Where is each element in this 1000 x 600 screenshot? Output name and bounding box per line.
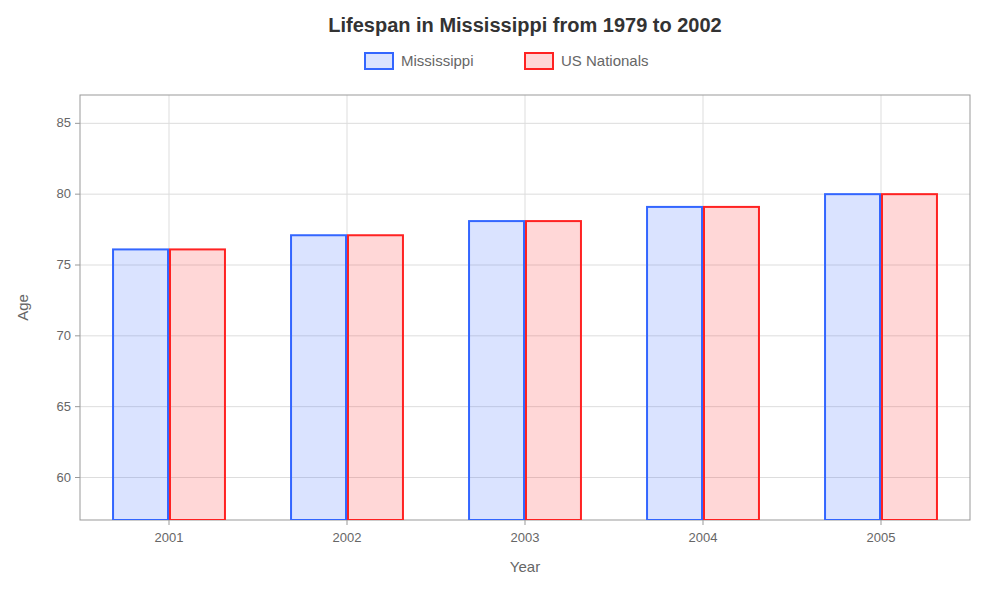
x-tick-label: 2002: [333, 530, 362, 545]
x-tick-label: 2004: [689, 530, 718, 545]
y-tick-label: 60: [57, 470, 71, 485]
plot-frame: [80, 95, 970, 520]
bar: [647, 207, 702, 520]
x-axis-label: Year: [510, 558, 540, 575]
x-tick: [525, 520, 526, 525]
legend-label: Mississippi: [401, 52, 474, 69]
x-tick-label: 2001: [155, 530, 184, 545]
y-tick: [75, 335, 80, 336]
y-tick: [75, 123, 80, 124]
x-tick: [703, 520, 704, 525]
bar: [526, 221, 581, 520]
x-tick-label: 2005: [867, 530, 896, 545]
grid: [80, 95, 970, 520]
bar: [704, 207, 759, 520]
y-tick: [75, 406, 80, 407]
bar: [291, 235, 346, 520]
legend: Mississippi US Nationals: [365, 52, 649, 69]
y-tick: [75, 194, 80, 195]
y-tick: [75, 477, 80, 478]
y-tick-label: 70: [57, 328, 71, 343]
bar: [170, 249, 225, 520]
bars: [113, 194, 937, 520]
series: [113, 194, 880, 520]
series: [170, 194, 937, 520]
bar: [882, 194, 937, 520]
legend-label: US Nationals: [561, 52, 649, 69]
bar: [825, 194, 880, 520]
y-tick-label: 65: [57, 399, 71, 414]
bar: [113, 249, 168, 520]
y-tick-label: 75: [57, 257, 71, 272]
x-tick: [881, 520, 882, 525]
bar: [348, 235, 403, 520]
y-tick: [75, 265, 80, 266]
x-tick: [347, 520, 348, 525]
y-tick-label: 85: [57, 115, 71, 130]
title: Lifespan in Mississippi from 1979 to 200…: [328, 14, 721, 36]
x-tick-label: 2003: [511, 530, 540, 545]
y-axis-label: Age: [14, 294, 31, 321]
y-axis: 60 65 70 75 80 85: [57, 115, 80, 484]
y-tick-label: 80: [57, 186, 71, 201]
chart: Lifespan in Mississippi from 1979 to 200…: [0, 0, 1000, 600]
legend-swatch: [525, 53, 553, 69]
x-axis: 2001 2002 2003 2004 2005: [155, 520, 896, 545]
legend-swatch: [365, 53, 393, 69]
x-tick: [169, 520, 170, 525]
bar: [469, 221, 524, 520]
